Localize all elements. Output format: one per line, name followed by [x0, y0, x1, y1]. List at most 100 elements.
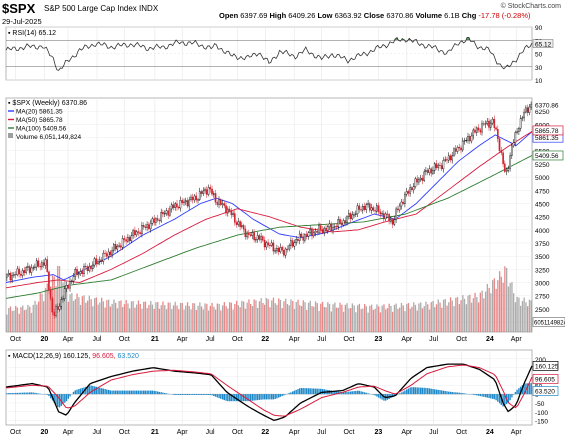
- candle-body: [48, 271, 50, 291]
- macd-last-label-3: 63.520: [535, 389, 555, 396]
- macd-histogram-bar: [346, 391, 348, 395]
- macd-histogram-bar: [128, 390, 131, 395]
- volume-bar: [483, 298, 485, 332]
- candle-body: [325, 227, 327, 232]
- volume-label: Volume: [415, 11, 443, 20]
- volume-bar: [50, 286, 52, 332]
- macd-histogram-bar: [353, 391, 355, 395]
- volume-bar: [74, 299, 77, 332]
- candle-body: [212, 193, 215, 195]
- rsi-tick-label: 10: [535, 78, 543, 85]
- candle-body: [432, 169, 434, 174]
- macd-histogram-bar: [146, 390, 148, 395]
- candle-body: [90, 266, 92, 269]
- candle-body: [214, 193, 217, 203]
- macd-histogram-bar: [481, 394, 483, 397]
- volume-bar: [109, 306, 112, 332]
- macd-histogram-bar: [351, 391, 353, 395]
- macd-histogram-bar: [6, 393, 8, 395]
- volume-bar: [153, 309, 155, 332]
- volume-bar: [9, 306, 12, 332]
- volume-bar: [348, 308, 350, 332]
- macd-histogram-bar: [8, 393, 10, 395]
- volume-bar: [402, 305, 404, 332]
- candle-body: [39, 266, 42, 268]
- candle-body: [346, 216, 348, 223]
- candle-body: [360, 209, 362, 211]
- volume-bar: [172, 305, 175, 332]
- candle-body: [219, 199, 222, 205]
- candle-body: [27, 266, 29, 268]
- candle-body: [7, 273, 10, 275]
- candle-body: [186, 200, 189, 207]
- low-value: 6363.92: [334, 11, 362, 20]
- volume-bar: [262, 303, 264, 332]
- macd-histogram-bar: [398, 393, 401, 395]
- volume-bar: [367, 312, 369, 332]
- candle-body: [407, 191, 410, 194]
- candle-body: [21, 270, 24, 276]
- macd-histogram-bar: [507, 394, 510, 403]
- volume-bar: [490, 293, 492, 332]
- x-axis-label: Oct: [344, 336, 355, 343]
- candle-body: [81, 271, 84, 274]
- volume-bar: [306, 310, 308, 332]
- macd-last-box-2: [532, 374, 559, 384]
- macd-title-part: MACD(12,26,9): [12, 353, 63, 360]
- volume-bar: [90, 299, 92, 332]
- volume-bar: [157, 302, 159, 332]
- macd-histogram-bar: [356, 390, 359, 395]
- x-axis-label: 21: [151, 429, 159, 436]
- volume-bar: [276, 304, 278, 332]
- candle-body: [439, 164, 441, 166]
- volume-bar: [409, 308, 411, 332]
- candle-body: [312, 232, 315, 237]
- volume-bar: [130, 301, 133, 332]
- volume-bar: [236, 300, 238, 332]
- candle-body: [226, 208, 229, 214]
- volume-bar: [481, 290, 483, 332]
- macd-histogram-bar: [278, 394, 280, 398]
- macd-histogram-bar: [523, 383, 525, 395]
- volume-bar: [253, 299, 255, 332]
- volume-bar: [195, 310, 198, 332]
- candle-body: [314, 230, 317, 234]
- chg-value: -17.78 (-0.28%): [478, 11, 531, 20]
- macd-histogram-bar: [29, 392, 31, 395]
- macd-histogram-bar: [120, 390, 122, 395]
- candle-body: [370, 207, 373, 211]
- volume-bar: [290, 299, 292, 332]
- candle-body: [11, 275, 13, 281]
- volume-bar: [151, 304, 154, 332]
- macd-line-macd: [5, 363, 533, 421]
- macd-histogram-bar: [50, 394, 52, 399]
- legend-ma-2: MA(50) 5865.78: [16, 117, 63, 124]
- volume-bar: [257, 308, 259, 332]
- macd-histogram-bar: [165, 393, 168, 395]
- volume-bar: [57, 266, 59, 332]
- candle-body: [377, 205, 380, 213]
- volume-bar: [113, 299, 115, 332]
- candle-body: [323, 227, 326, 233]
- candle-body: [293, 242, 296, 247]
- volume-bar: [413, 302, 415, 332]
- volume-bar: [13, 310, 15, 332]
- candle-body: [46, 259, 49, 273]
- volume-bar: [427, 304, 429, 332]
- rsi-tick-label: 50: [535, 52, 543, 59]
- macd-histogram-bar: [355, 390, 357, 395]
- candle-body: [393, 219, 396, 225]
- volume-bar: [265, 298, 268, 332]
- macd-histogram-bar: [442, 390, 445, 395]
- candle-body: [414, 178, 417, 187]
- candle-body: [365, 204, 368, 210]
- candle-body: [247, 232, 250, 235]
- price-tick-label: 5000: [535, 175, 550, 182]
- macd-histogram-bar: [488, 394, 490, 398]
- macd-histogram-bar: [335, 391, 338, 395]
- x-axis-label: Jul: [317, 429, 326, 436]
- close-label: Close: [363, 11, 385, 20]
- price-tick-label: 3000: [535, 281, 550, 288]
- macd-histogram-bar: [107, 389, 110, 395]
